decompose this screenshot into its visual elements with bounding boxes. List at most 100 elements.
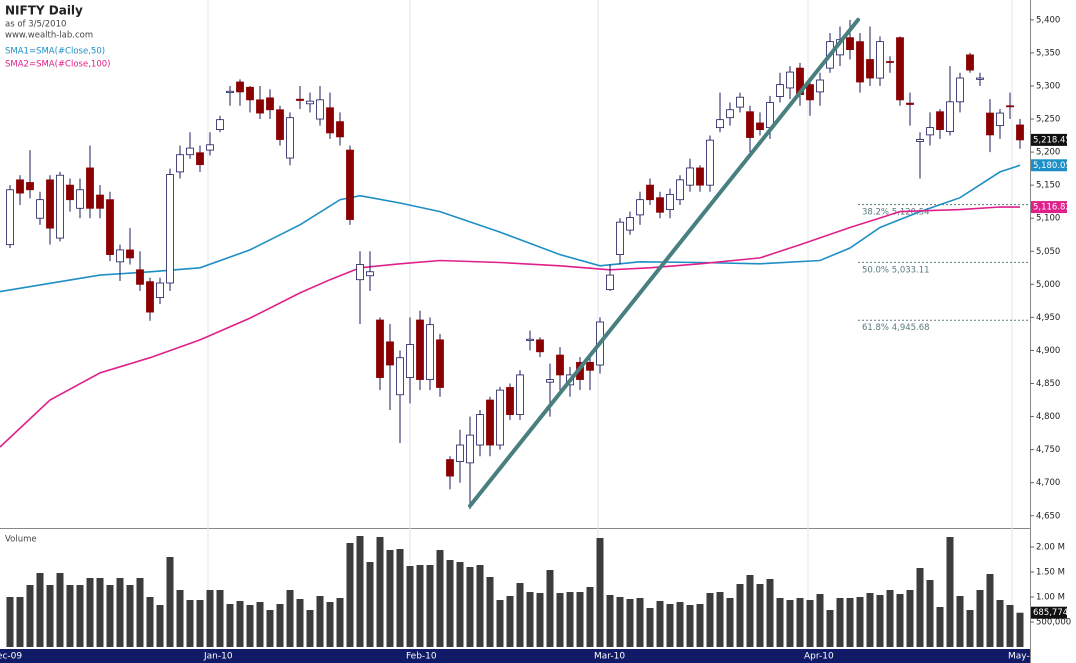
last-value-label: 5,218.45 <box>1033 135 1071 145</box>
volume-bar <box>886 590 894 647</box>
volume-bar <box>876 595 884 647</box>
volume-bar <box>696 604 704 647</box>
volume-bar <box>596 538 604 647</box>
last-value-box <box>1031 201 1067 214</box>
volume-bar <box>306 610 314 647</box>
candle-body <box>716 119 724 129</box>
candle-body <box>256 99 264 114</box>
volume-bar <box>626 599 634 647</box>
volume-bar <box>506 596 514 647</box>
last-value-box <box>1031 133 1067 146</box>
last-value-box <box>1031 159 1067 172</box>
candle-body <box>326 107 334 134</box>
volume-bar <box>236 601 244 647</box>
x-tick-label: May-10 <box>1008 652 1041 662</box>
volume-bar <box>226 604 234 647</box>
candle-body <box>936 111 944 131</box>
volume-bar <box>146 597 154 647</box>
volume-bar <box>526 592 534 647</box>
candle-body <box>6 189 14 246</box>
volume-bar <box>346 543 354 647</box>
candle-body <box>416 319 424 380</box>
volume-bar <box>116 578 124 647</box>
volume-bar <box>96 578 104 647</box>
y-tick-label: 4,650 <box>1036 511 1060 521</box>
volume-bar <box>446 560 454 647</box>
volume-label: Volume <box>5 535 37 545</box>
volume-bar <box>316 596 324 647</box>
candle-body <box>696 167 704 186</box>
volume-bar <box>966 610 974 647</box>
candle-body <box>406 344 414 378</box>
y-tick-label: 5,000 <box>1036 280 1060 290</box>
candle-body <box>526 338 534 341</box>
candle-body <box>146 281 154 313</box>
volume-bar <box>516 583 524 647</box>
volume-bar <box>686 605 694 647</box>
candle-body <box>966 54 974 71</box>
volume-bar <box>1006 605 1014 647</box>
volume-bar <box>956 596 964 647</box>
volume-bar <box>586 587 594 647</box>
candle-body <box>206 144 214 151</box>
fib-percent: 38.2% <box>862 207 889 217</box>
candle-body <box>136 269 144 285</box>
volume-bar <box>486 577 494 647</box>
y-tick-label: 5,200 <box>1036 148 1060 158</box>
candle-body <box>726 109 734 119</box>
volume-bar <box>56 573 64 647</box>
source: www.wealth-lab.com <box>5 31 93 41</box>
volume-bar <box>796 598 804 647</box>
candle-body <box>366 271 374 277</box>
y-tick-label: 5,350 <box>1036 48 1060 58</box>
volume-bar <box>726 598 734 647</box>
y-tick-label: 5,050 <box>1036 247 1060 257</box>
volume-bar <box>256 602 264 647</box>
candle-body <box>116 249 124 263</box>
volume-bar <box>396 549 404 647</box>
y-tick-label: 4,800 <box>1036 412 1060 422</box>
y-tick-label: 4,900 <box>1036 346 1060 356</box>
candle-body <box>276 109 284 140</box>
x-axis-bar <box>0 649 1030 663</box>
candle-body <box>606 274 614 291</box>
candle-body <box>626 217 634 231</box>
volume-bar <box>136 578 144 647</box>
volume-bar <box>736 584 744 647</box>
candle-body <box>436 339 444 388</box>
candle-body <box>166 174 174 284</box>
volume-bar <box>326 602 334 647</box>
volume-bar <box>996 600 1004 647</box>
volume-bar <box>426 565 434 647</box>
y-tick-label: 5,300 <box>1036 81 1060 91</box>
volume-bar <box>16 597 24 647</box>
candle-body <box>926 127 934 136</box>
volume-bar <box>666 604 674 647</box>
volume-bar <box>196 600 204 647</box>
subtitle: as of 3/5/2010 <box>5 20 66 30</box>
volume-bar <box>376 537 384 647</box>
volume-bar <box>936 607 944 647</box>
volume-bar <box>46 585 54 647</box>
volume-tick-label: 1.50 M <box>1036 568 1065 578</box>
volume-bar <box>766 579 774 647</box>
fib-percent: 50.0% <box>862 265 889 275</box>
candle-body <box>176 154 184 173</box>
volume-bar <box>646 608 654 647</box>
candle-body <box>946 101 954 132</box>
trendline <box>468 17 860 508</box>
x-tick-label: Mar-10 <box>594 652 625 662</box>
volume-bar <box>266 610 274 647</box>
candle-body <box>806 84 814 101</box>
volume-bar <box>106 585 114 647</box>
candle-body <box>396 357 404 396</box>
volume-bar <box>366 562 374 647</box>
volume-bar <box>896 594 904 647</box>
candle-body <box>896 37 904 101</box>
candle-body <box>906 102 914 105</box>
candle-body <box>556 354 564 376</box>
candle-body <box>246 86 254 101</box>
volume-bar <box>866 593 874 647</box>
